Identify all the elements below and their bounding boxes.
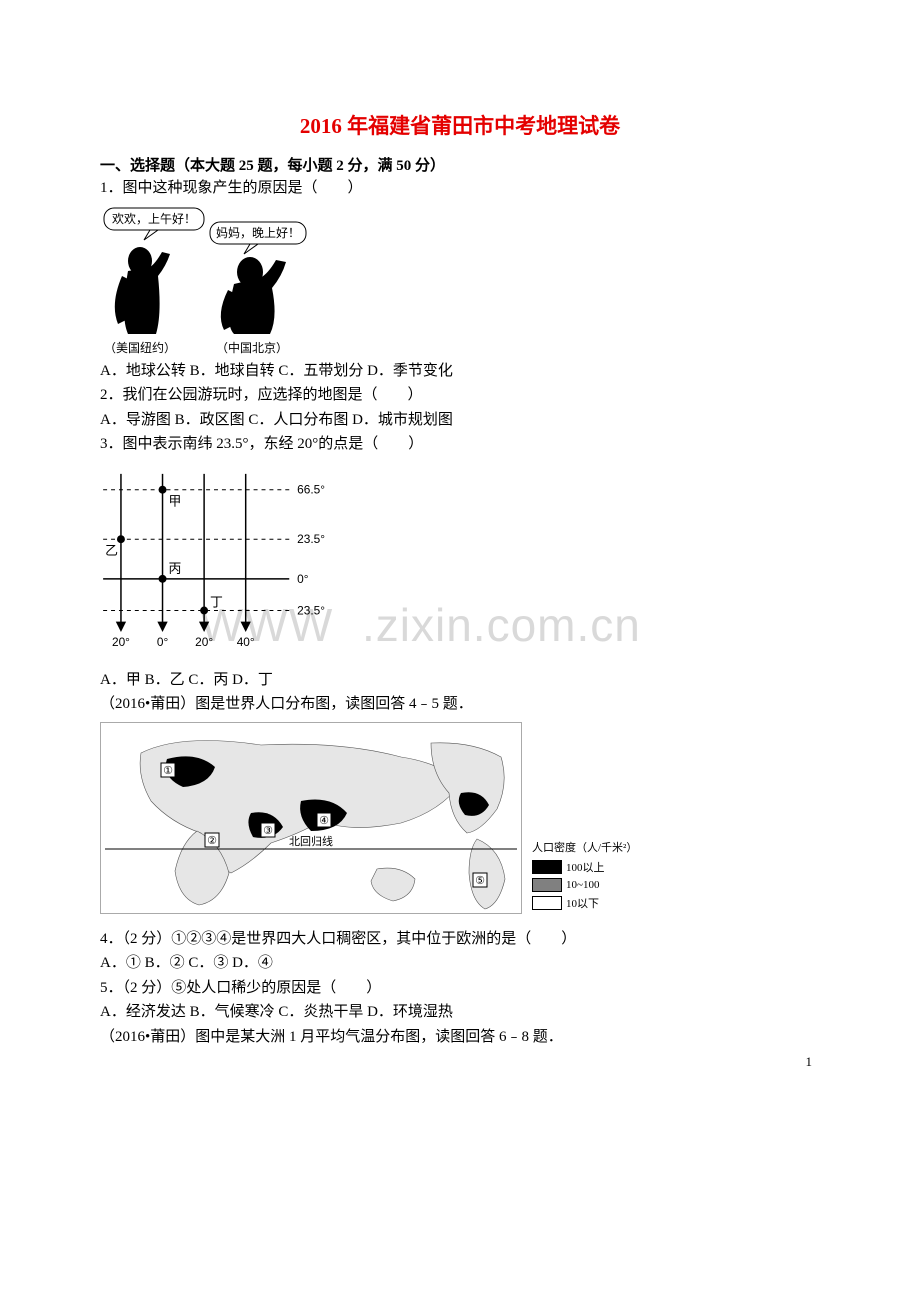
point-a: 甲 [168, 494, 181, 508]
question-1: 1．图中这种现象产生的原因是（ ） [100, 177, 820, 200]
section-1-header: 一、选择题（本大题 25 题，每小题 2 分，满 50 分） [100, 154, 820, 175]
question-5: 5．（2 分）⑤处人口稀少的原因是（ ） [100, 977, 820, 1000]
bubble-left-text: 欢欢，上午好！ [112, 211, 196, 226]
svg-text:⑤: ⑤ [475, 875, 485, 887]
figure-2: 甲 乙 丙 丁 66.5° 23.5° 0° 23.5° 20° 0° 20° [100, 462, 310, 665]
question-2-options: A．导游图 B．政区图 C．人口分布图 D．城市规划图 [100, 409, 820, 432]
caption-right: （中国北京） [216, 340, 288, 355]
point-b: 乙 [105, 544, 118, 558]
svg-text:23.5°: 23.5° [297, 532, 325, 546]
question-4: 4．（2 分）①②③④是世界四大人口稠密区，其中位于欧洲的是（ ） [100, 928, 820, 951]
svg-text:23.5°: 23.5° [297, 603, 325, 617]
svg-text:20°: 20° [195, 635, 213, 649]
figure-3-legend: 人口密度（人/千米²） 100以上 10~100 10以下 [532, 839, 637, 914]
question-3: 3．图中表示南纬 23.5°，东经 20°的点是（ ） [100, 433, 820, 456]
svg-text:0°: 0° [157, 635, 169, 649]
question-1-options: A．地球公转 B．地球自转 C．五带划分 D．季节变化 [100, 360, 820, 383]
svg-text:北回归线: 北回归线 [289, 834, 333, 848]
figure-1: 欢欢，上午好！ 妈妈，晚上好！ （美国 [100, 206, 310, 356]
svg-text:40°: 40° [237, 635, 255, 649]
bubble-right-text: 妈妈，晚上好！ [216, 226, 300, 240]
intro-4-5: （2016•莆田）图是世界人口分布图，读图回答 4﹣5 题． [100, 693, 820, 716]
legend-swatch-1 [532, 878, 562, 892]
svg-text:②: ② [207, 835, 217, 847]
page-number: 1 [806, 1054, 813, 1070]
svg-text:③: ③ [263, 825, 273, 837]
question-5-options: A．经济发达 B．气候寒冷 C．炎热干旱 D．环境湿热 [100, 1001, 820, 1024]
svg-text:0°: 0° [297, 571, 309, 585]
svg-text:①: ① [163, 765, 173, 777]
caption-left: （美国纽约） [104, 340, 176, 355]
question-3-options: A．甲 B．乙 C．丙 D．丁 [100, 669, 820, 692]
point-d: 丁 [210, 595, 223, 609]
svg-text:20°: 20° [112, 635, 130, 649]
legend-swatch-2 [532, 896, 562, 910]
point-c: 丙 [168, 561, 181, 575]
figure-3: 北回归线 ① ② ③ ④ ⑤ 人口密度（人/千米²） 100以上 10~100 … [100, 722, 820, 914]
svg-text:66.5°: 66.5° [297, 482, 325, 496]
exam-title: 2016 年福建省莆田市中考地理试卷 [100, 110, 820, 140]
question-2: 2．我们在公园游玩时，应选择的地图是（ ） [100, 384, 820, 407]
legend-swatch-0 [532, 860, 562, 874]
svg-text:④: ④ [319, 815, 329, 827]
question-4-options: A．① B．② C．③ D．④ [100, 952, 820, 975]
intro-6-8: （2016•莆田）图中是某大洲 1 月平均气温分布图，读图回答 6﹣8 题． [100, 1026, 820, 1049]
